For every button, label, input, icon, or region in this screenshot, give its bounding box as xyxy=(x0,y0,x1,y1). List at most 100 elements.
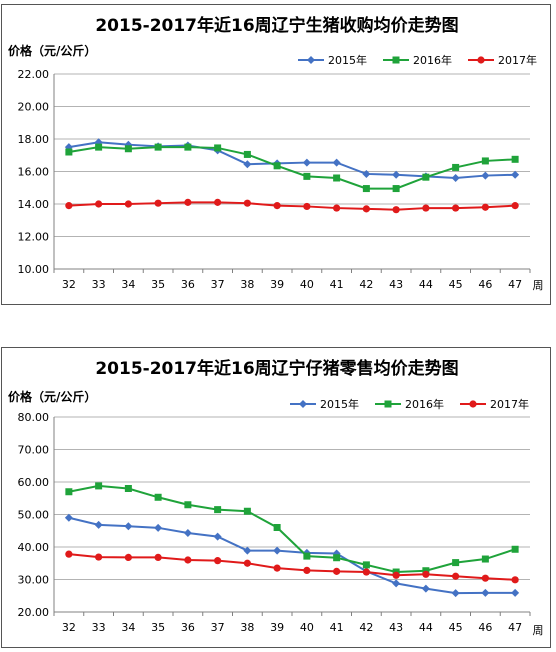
data-point xyxy=(214,198,222,206)
data-point xyxy=(422,570,430,578)
legend-marker xyxy=(477,56,485,64)
data-point xyxy=(95,553,103,561)
data-point xyxy=(303,202,311,211)
x-tick-label: 43 xyxy=(389,278,403,291)
data-point xyxy=(392,206,400,214)
legend-label: 2016年 xyxy=(413,53,452,67)
data-point xyxy=(243,546,252,555)
x-tick-label: 39 xyxy=(270,621,284,634)
data-point xyxy=(184,501,192,509)
data-point xyxy=(303,566,311,574)
y-tick-label: 10.00 xyxy=(18,263,50,276)
data-point xyxy=(154,523,163,532)
x-tick-label: 38 xyxy=(240,621,254,634)
data-point xyxy=(124,200,132,208)
y-tick-label: 14.00 xyxy=(18,198,50,211)
data-point xyxy=(124,485,132,492)
data-point xyxy=(214,144,222,152)
series-3 xyxy=(65,198,519,214)
data-point xyxy=(124,145,132,153)
x-axis-label: 周 xyxy=(533,624,544,637)
x-tick-label: 34 xyxy=(121,278,135,291)
x-tick-label: 33 xyxy=(92,278,106,291)
data-point xyxy=(332,158,341,167)
series-line xyxy=(68,141,516,180)
series-2 xyxy=(65,143,519,193)
legend-label: 2017年 xyxy=(498,53,537,67)
x-tick-label: 41 xyxy=(330,621,344,634)
y-axis-label: 价格（元/公斤） xyxy=(8,43,96,58)
x-tick-label: 37 xyxy=(211,621,225,634)
data-point xyxy=(481,203,489,211)
x-tick-label: 46 xyxy=(478,278,492,291)
legend-entry: 2017年 xyxy=(468,53,537,67)
x-tick-label: 47 xyxy=(508,278,522,291)
x-tick-label: 37 xyxy=(211,278,225,291)
x-tick-label: 39 xyxy=(270,278,284,291)
data-point xyxy=(481,157,489,165)
legend-label: 2017年 xyxy=(490,397,529,411)
data-point xyxy=(183,529,192,538)
legend-entry: 2016年 xyxy=(375,397,444,411)
data-point xyxy=(154,143,162,151)
data-point xyxy=(154,199,162,207)
x-axis-label: 周 xyxy=(533,279,544,292)
legend-entry: 2016年 xyxy=(383,53,452,67)
data-point xyxy=(392,579,401,588)
legend-entry: 2015年 xyxy=(298,53,367,67)
legend-label: 2015年 xyxy=(320,397,359,411)
data-point xyxy=(184,198,192,206)
data-point xyxy=(481,574,489,582)
data-point xyxy=(392,185,400,193)
data-point xyxy=(333,204,341,212)
y-tick-label: 20.00 xyxy=(18,101,50,114)
series-3 xyxy=(65,550,519,584)
legend-marker xyxy=(392,56,400,64)
data-point xyxy=(392,170,401,179)
x-tick-label: 43 xyxy=(389,621,403,634)
data-point xyxy=(64,513,73,522)
data-point xyxy=(273,524,281,531)
data-point xyxy=(452,572,460,580)
series-line xyxy=(68,553,516,581)
y-tick-label: 20.00 xyxy=(18,606,50,619)
series-line xyxy=(68,516,516,595)
legend-label: 2015年 xyxy=(328,53,367,67)
x-tick-label: 36 xyxy=(181,621,195,634)
x-tick-label: 44 xyxy=(419,621,433,634)
data-point xyxy=(154,493,162,501)
data-point xyxy=(124,553,132,561)
x-tick-label: 44 xyxy=(419,278,433,291)
y-tick-label: 40.00 xyxy=(18,541,50,554)
x-tick-label: 36 xyxy=(181,278,195,291)
data-point xyxy=(243,150,251,158)
x-tick-label: 41 xyxy=(330,278,344,291)
y-axis-label: 价格（元/公斤） xyxy=(8,389,96,404)
legend-marker xyxy=(307,56,315,64)
data-point xyxy=(95,143,103,151)
data-point xyxy=(94,520,103,529)
x-tick-label: 33 xyxy=(92,621,106,634)
data-point xyxy=(362,185,370,193)
data-point xyxy=(333,174,341,182)
chart-live-pig-price: 2015-2017年近16周辽宁生猪收购均价走势图 价格（元/公斤） 周 10.… xyxy=(8,15,544,292)
x-tick-label: 42 xyxy=(359,278,373,291)
chart-panel-live-pig: 2015-2017年近16周辽宁生猪收购均价走势图 价格（元/公斤） 周 10.… xyxy=(1,4,551,305)
data-point xyxy=(362,561,370,569)
series-1 xyxy=(64,138,520,182)
x-tick-label: 32 xyxy=(62,621,76,634)
data-point xyxy=(124,522,133,531)
data-point xyxy=(95,200,103,208)
data-point xyxy=(511,155,519,163)
data-point xyxy=(65,148,73,156)
data-point xyxy=(95,482,103,490)
legend-marker xyxy=(384,400,392,408)
data-point xyxy=(362,568,370,576)
data-point xyxy=(273,564,281,572)
y-tick-label: 50.00 xyxy=(18,509,50,522)
data-point xyxy=(511,202,519,210)
data-point xyxy=(184,556,192,564)
chart-panel-piglet: 2015-2017年近16周辽宁仔猪零售均价走势图 价格（元/公斤） 周 20.… xyxy=(1,347,551,648)
x-tick-label: 42 xyxy=(359,621,373,634)
legend-entry: 2017年 xyxy=(460,397,529,411)
